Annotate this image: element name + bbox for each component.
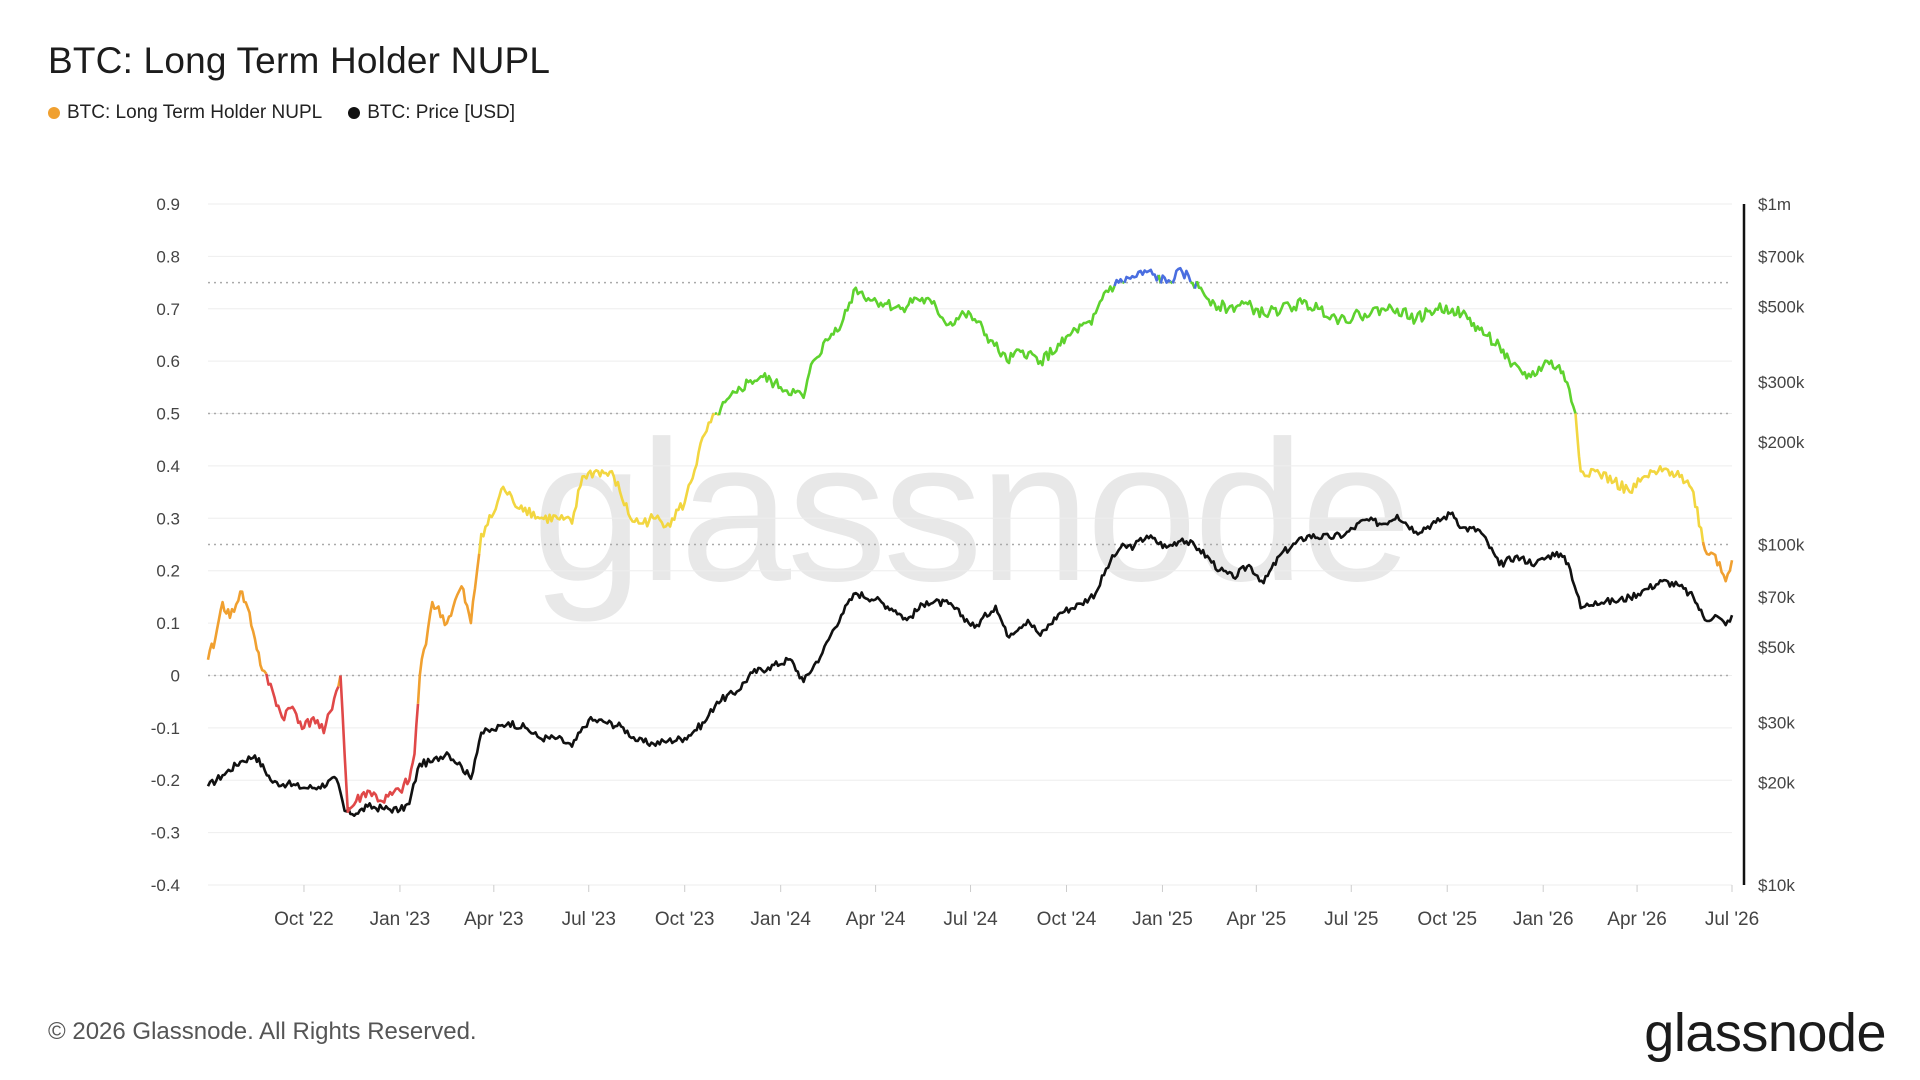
legend-item-price[interactable]: BTC: Price [USD] (348, 102, 515, 124)
x-tick-label-12: Oct '25 (1417, 909, 1477, 930)
nupl-segment-0 (206, 590, 268, 675)
right-tick-label-5: $100k (1758, 536, 1805, 555)
nupl-segment-3 (339, 675, 420, 813)
x-tick-label-11: Jul '25 (1324, 909, 1378, 930)
left-axis: 0.9 0.8 0.7 0.6 0.5 0.4 0.3 0.2 0.1 0 -0.1 -0.2 -0.3… (151, 195, 180, 895)
nupl-segment-19 (1574, 413, 1705, 543)
left-tick-label-5: 0.4 (156, 457, 180, 476)
right-axis: $1m $700k $500k $300k $200k $100k $70k $50k $30k… (1742, 195, 1805, 895)
left-tick-label-3: 0.6 (156, 352, 180, 371)
nupl-series[interactable] (206, 266, 1734, 813)
nupl-segment-9 (1113, 278, 1124, 287)
right-tick-label-1: $700k (1758, 248, 1805, 267)
x-tick-label-2: Apr '23 (464, 909, 524, 930)
price-series[interactable] (206, 511, 1734, 817)
left-tick-label-12: -0.3 (151, 824, 180, 843)
x-tick-label-0: Oct '22 (274, 909, 334, 930)
nupl-segment-15 (1171, 266, 1192, 284)
x-tick-label-10: Apr '25 (1227, 909, 1287, 930)
price-line (206, 511, 1734, 817)
nupl-segment-4 (416, 553, 481, 704)
right-tick-label-6: $70k (1758, 588, 1795, 607)
left-tick-label-13: -0.4 (151, 876, 180, 895)
x-tick-label-7: Jul '24 (943, 909, 998, 930)
x-tick-label-13: Jan '26 (1513, 909, 1574, 930)
x-tick-label-4: Oct '23 (655, 909, 715, 930)
right-tick-label-0: $1m (1758, 195, 1791, 214)
reference-lines (208, 281, 1732, 677)
nupl-segment-13 (1159, 274, 1172, 284)
glassnode-logo[interactable]: glassnode (1644, 1003, 1886, 1063)
x-tick-label-8: Oct '24 (1037, 909, 1097, 930)
x-tick-label-5: Jan '24 (750, 909, 811, 930)
x-axis: Oct '22 Jan '23 Apr '23 Jul '23 Oct '23 Jan '… (274, 885, 1759, 930)
right-tick-label-3: $300k (1758, 373, 1805, 392)
left-tick-label-4: 0.5 (156, 405, 180, 424)
x-tick-label-14: Apr '26 (1607, 909, 1667, 930)
watermark-text: glassnode (532, 400, 1408, 623)
x-tick-label-6: Apr '24 (846, 909, 906, 930)
nupl-segment-1 (265, 673, 340, 735)
chart-legend: BTC: Long Term Holder NUPL BTC: Price [U… (48, 102, 515, 124)
nupl-segment-11 (1123, 268, 1160, 284)
nupl-segment-18 (1195, 280, 1577, 414)
right-tick-label-9: $20k (1758, 773, 1795, 792)
left-tick-label-1: 0.8 (156, 247, 180, 266)
x-tick-label-3: Jul '23 (562, 909, 616, 930)
legend-label-price: BTC: Price [USD] (367, 102, 516, 123)
x-tick-label-1: Jan '23 (370, 909, 431, 930)
nupl-segment-8 (717, 285, 1116, 416)
left-tick-label-8: 0.1 (156, 614, 180, 633)
legend-label-nupl: BTC: Long Term Holder NUPL (67, 102, 323, 123)
copyright-text: © 2026 Glassnode. All Rights Reserved. (48, 1018, 477, 1045)
right-tick-label-4: $200k (1758, 433, 1805, 452)
left-tick-label-11: -0.2 (151, 771, 180, 790)
x-tick-label-15: Jul '26 (1705, 909, 1759, 930)
left-tick-label-10: -0.1 (151, 719, 180, 738)
right-tick-label-10: $10k (1758, 876, 1795, 895)
left-tick-label-9: 0 (171, 666, 180, 685)
right-tick-label-8: $30k (1758, 714, 1795, 733)
nupl-segment-10 (1122, 280, 1125, 285)
left-tick-label-7: 0.2 (156, 562, 180, 581)
right-tick-label-7: $50k (1758, 638, 1795, 657)
x-tick-label-9: Jan '25 (1132, 909, 1193, 930)
left-tick-label-2: 0.7 (156, 300, 180, 319)
nupl-segment-20 (1701, 541, 1734, 583)
legend-dot-price (348, 107, 361, 119)
left-tick-label-6: 0.3 (156, 509, 180, 528)
right-tick-label-2: $500k (1758, 298, 1805, 317)
chart-title: BTC: Long Term Holder NUPL (48, 40, 551, 81)
legend-item-nupl[interactable]: BTC: Long Term Holder NUPL (48, 102, 322, 124)
legend-dot-nupl (48, 107, 60, 119)
left-tick-label-0: 0.9 (156, 195, 180, 214)
nupl-segment-5 (477, 412, 716, 554)
